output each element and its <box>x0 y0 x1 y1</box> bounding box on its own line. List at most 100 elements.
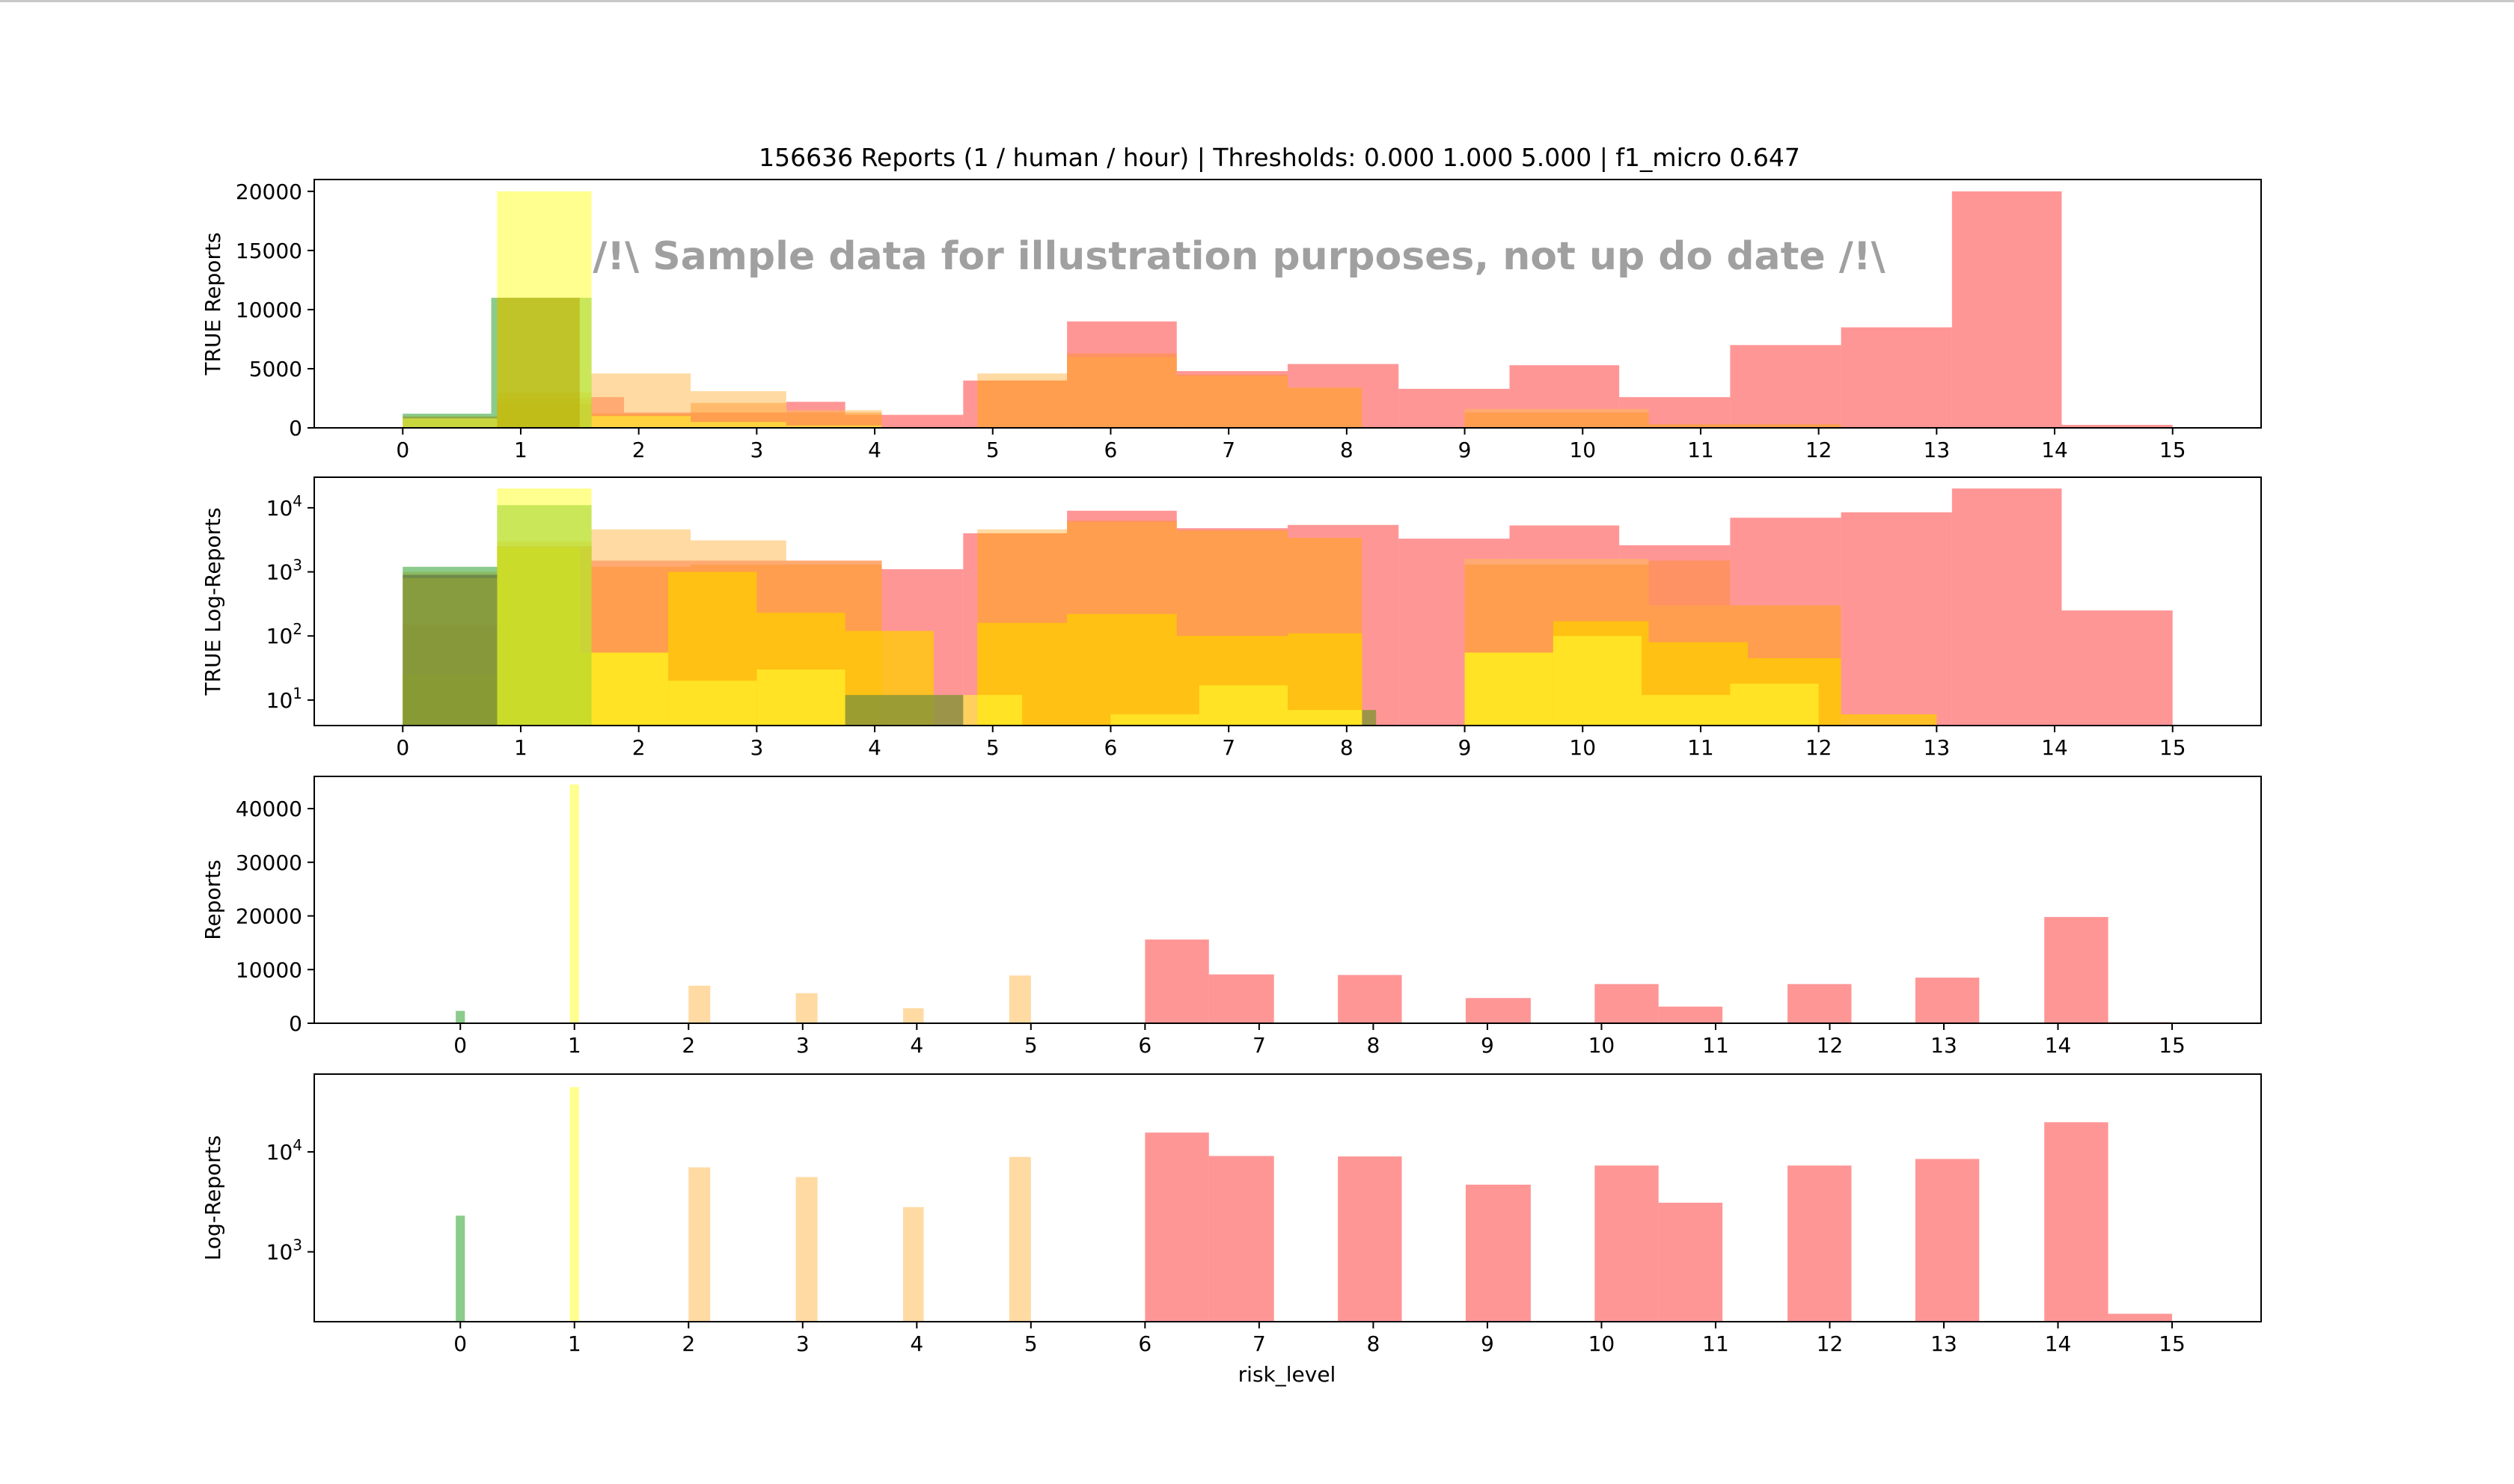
x-tick-label: 1 <box>568 1033 581 1058</box>
histogram-bar-red <box>1145 939 1209 1023</box>
x-tick-label: 13 <box>1924 735 1951 760</box>
histogram-bar-red <box>1658 1006 1723 1023</box>
histogram-bar-orange <box>1288 387 1362 428</box>
axes-frame <box>314 476 2262 726</box>
histogram-bar-red <box>1594 984 1659 1023</box>
x-tick-label: 13 <box>1930 1331 1957 1356</box>
x-tick-label: 3 <box>750 438 763 462</box>
histogram-bar-red <box>2061 425 2173 428</box>
histogram-bar-darkorange <box>1464 412 1649 428</box>
histogram-bar-red <box>1338 1156 1402 1322</box>
histogram-bar-yellow <box>569 1087 579 1322</box>
x-tick-label: 15 <box>2159 1331 2186 1356</box>
bars-group <box>403 488 2173 726</box>
x-tick-label: 0 <box>396 735 409 760</box>
histogram-bar-yellow <box>403 418 498 428</box>
chart-panel-1: 0 1 2 3 4 5 6 7 8 9 10 11 12 13 14 15050001000015000200… <box>201 179 2262 462</box>
y-tick-label: 103 <box>266 556 302 585</box>
histogram-bar-olive <box>497 298 580 428</box>
histogram-bar-orange <box>1464 408 1649 428</box>
histogram-bar-yellow <box>1642 695 1731 726</box>
histogram-bar-darkolive <box>403 574 498 726</box>
histogram-bar-red <box>2044 916 2108 1023</box>
x-tick-label: 15 <box>2159 438 2186 462</box>
y-tick-label: 0 <box>289 416 302 441</box>
histogram-bar-orange <box>1009 975 1031 1023</box>
x-tick-label: 3 <box>796 1033 810 1058</box>
histogram-bar-yellow <box>591 416 691 428</box>
x-tick-label: 14 <box>2041 438 2068 462</box>
chart-title: 156636 Reports (1 / human / hour) | Thre… <box>759 143 1800 172</box>
histogram-bar-red <box>1594 1165 1659 1322</box>
y-axis-label: TRUE Reports <box>201 232 225 375</box>
y-tick-label: 5000 <box>249 357 302 381</box>
x-tick-label: 15 <box>2159 1033 2186 1058</box>
histogram-bar-orange <box>977 373 1068 428</box>
histogram-bar-orange <box>795 993 818 1023</box>
histogram-bar-red <box>1951 488 2062 726</box>
histogram-bar-orange <box>1648 424 1841 428</box>
y-tick-label: 10000 <box>236 298 302 322</box>
x-tick-label: 6 <box>1104 735 1118 760</box>
histogram-bar-red <box>1787 984 1852 1023</box>
y-tick-label: 20000 <box>236 904 302 929</box>
histogram-bar-red <box>1841 327 1952 428</box>
histogram-bar-gold <box>1067 613 1177 726</box>
x-tick-label: 4 <box>868 735 881 760</box>
histogram-bar-orange <box>1009 1156 1031 1322</box>
x-tick-label: 5 <box>1024 1331 1038 1356</box>
histogram-bar-red <box>1145 1132 1209 1322</box>
x-tick-label: 5 <box>1024 1033 1038 1058</box>
y-tick-label: 104 <box>266 492 302 521</box>
histogram-bar-orange <box>903 1008 924 1023</box>
x-tick-label: 11 <box>1702 1331 1729 1356</box>
axes-frame <box>314 179 2262 429</box>
histogram-bar-orange <box>688 985 711 1023</box>
x-tick-label: 13 <box>1930 1033 1957 1058</box>
chart-panel-4: 0 1 2 3 4 5 6 7 8 9 10 11 12 13 14 15103104Log-Reportsr… <box>201 1073 2262 1387</box>
x-tick-label: 11 <box>1702 1033 1729 1058</box>
y-tick-label: 0 <box>289 1011 302 1036</box>
x-axis-label: risk_level <box>1238 1362 1336 1387</box>
x-tick-label: 10 <box>1569 735 1596 760</box>
x-tick-label: 9 <box>1481 1331 1494 1356</box>
x-tick-label: 2 <box>682 1331 695 1356</box>
x-tick-label: 2 <box>682 1033 695 1058</box>
bars-group <box>403 191 2173 428</box>
histogram-bar-yellow <box>1464 652 1553 726</box>
x-tick-label: 1 <box>568 1331 581 1356</box>
x-tick-label: 11 <box>1687 735 1714 760</box>
histogram-bar-darkorange <box>977 380 1068 428</box>
histogram-bar-red <box>1658 1202 1723 1322</box>
x-tick-label: 1 <box>514 735 527 760</box>
histogram-bar-darkolive <box>845 695 964 726</box>
histogram-bar-green <box>456 1011 465 1023</box>
histogram-bar-yellow <box>756 669 845 726</box>
x-tick-label: 10 <box>1569 438 1596 462</box>
histogram-bar-orange <box>688 1167 711 1322</box>
x-tick-label: 11 <box>1687 438 1714 462</box>
histogram-bar-darkorange <box>786 412 882 428</box>
bars-group <box>456 784 2173 1023</box>
histogram-bar-red <box>2044 1122 2108 1322</box>
y-tick-label: 30000 <box>236 850 302 875</box>
histogram-bar-red <box>1915 1159 1980 1322</box>
histogram-bar-red <box>1465 1184 1531 1322</box>
chart-panel-3: 0 1 2 3 4 5 6 7 8 9 10 11 12 13 14 15010000200003000040… <box>201 776 2262 1058</box>
x-tick-label: 8 <box>1366 1033 1380 1058</box>
y-axis-label: Reports <box>201 859 225 939</box>
top-divider-line <box>0 0 2514 2</box>
x-tick-label: 5 <box>986 735 1000 760</box>
x-tick-label: 12 <box>1805 735 1832 760</box>
histogram-bar-yellow <box>1199 685 1288 726</box>
histogram-bar-red <box>1915 978 1980 1023</box>
histogram-bar-red <box>1208 1156 1274 1322</box>
axes-frame <box>314 776 2262 1024</box>
x-tick-label: 8 <box>1340 438 1354 462</box>
histogram-bar-yellow <box>569 784 579 1023</box>
y-tick-label: 40000 <box>236 797 302 821</box>
histogram-bar-yellow <box>497 488 592 726</box>
x-tick-label: 5 <box>986 438 1000 462</box>
